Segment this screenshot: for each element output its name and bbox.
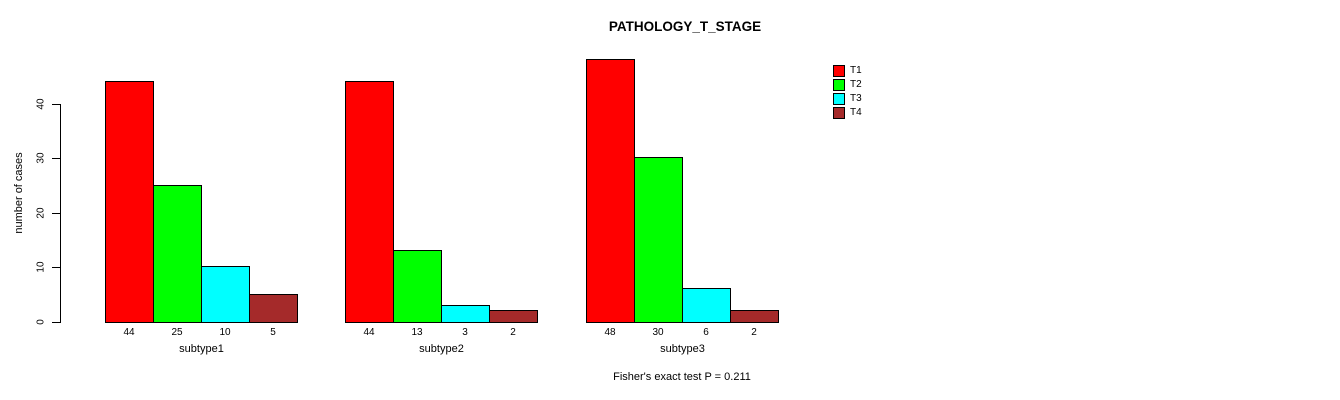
y-axis-tick — [52, 322, 60, 323]
y-axis-tick — [52, 158, 60, 159]
bar-value-label: 2 — [751, 327, 757, 338]
bar-t2-subtype2 — [393, 250, 442, 323]
bar-t3-subtype2 — [441, 305, 490, 323]
legend-entry-t4: T4 — [833, 107, 862, 119]
legend-swatch-t4 — [833, 107, 845, 119]
bar-group-subtype2 — [345, 81, 538, 323]
bar-t2-subtype1 — [153, 185, 202, 323]
bar-value-row-subtype1: 44 25 10 5 — [105, 327, 297, 339]
bar-t2-subtype3 — [634, 157, 683, 323]
y-axis-label: number of cases — [13, 152, 25, 234]
bar-value-label: 5 — [270, 327, 276, 338]
legend: T1 T2 T3 T4 — [833, 65, 862, 121]
x-axis-group-label: subtype1 — [179, 343, 224, 355]
y-axis-tick — [52, 104, 60, 105]
y-axis-tick-label: 0 — [35, 319, 47, 325]
legend-label: T3 — [850, 93, 862, 104]
chart-title: PATHOLOGY_T_STAGE — [608, 19, 762, 34]
bar-t4-subtype2 — [489, 310, 538, 323]
x-axis-group-label: subtype3 — [660, 343, 705, 355]
bar-value-label: 25 — [171, 327, 183, 338]
bar-value-row-subtype2: 44 13 3 2 — [345, 327, 537, 339]
y-axis-line — [60, 104, 61, 323]
bar-value-label: 3 — [462, 327, 468, 338]
x-axis-group-label: subtype2 — [419, 343, 464, 355]
bar-group-subtype1 — [105, 81, 298, 323]
legend-label: T4 — [850, 107, 862, 118]
legend-entry-t2: T2 — [833, 79, 862, 91]
bar-value-label: 10 — [219, 327, 231, 338]
bar-t4-subtype3 — [730, 310, 779, 323]
stat-annotation: Fisher's exact test P = 0.211 — [613, 371, 751, 383]
y-axis-tick-label: 20 — [35, 207, 47, 219]
bar-value-row-subtype3: 48 30 6 2 — [586, 327, 778, 339]
bar-group-subtype3 — [586, 59, 779, 323]
legend-entry-t1: T1 — [833, 65, 862, 77]
bar-value-label: 48 — [604, 327, 616, 338]
bar-t3-subtype3 — [682, 288, 731, 323]
y-axis-tick-label: 30 — [35, 152, 47, 164]
bar-value-label: 6 — [703, 327, 709, 338]
legend-swatch-t2 — [833, 79, 845, 91]
y-axis-tick — [52, 213, 60, 214]
y-axis-tick — [52, 267, 60, 268]
bar-value-label: 30 — [652, 327, 664, 338]
bar-value-label: 2 — [510, 327, 516, 338]
bar-t3-subtype1 — [201, 266, 250, 323]
y-axis-tick-label: 40 — [35, 98, 47, 110]
legend-entry-t3: T3 — [833, 93, 862, 105]
bar-value-label: 44 — [123, 327, 135, 338]
legend-swatch-t3 — [833, 93, 845, 105]
bar-t4-subtype1 — [249, 294, 298, 323]
legend-label: T1 — [850, 65, 862, 76]
bar-value-label: 44 — [363, 327, 375, 338]
legend-label: T2 — [850, 79, 862, 90]
y-axis-tick-label: 10 — [35, 261, 47, 273]
bar-t1-subtype3 — [586, 59, 635, 323]
bar-value-label: 13 — [411, 327, 423, 338]
bar-t1-subtype2 — [345, 81, 394, 323]
legend-swatch-t1 — [833, 65, 845, 77]
bar-t1-subtype1 — [105, 81, 154, 323]
